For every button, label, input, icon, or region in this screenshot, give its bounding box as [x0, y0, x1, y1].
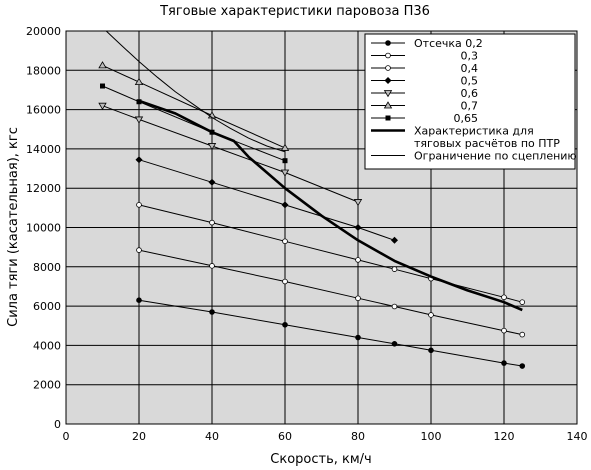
series-line	[138, 299, 523, 367]
y-tick-label: 8000	[33, 261, 61, 274]
data-point	[282, 321, 288, 328]
data-point	[383, 101, 393, 109]
series-line	[102, 85, 286, 162]
series	[138, 99, 523, 312]
legend-label: тяговых расчётов по ПТР	[414, 137, 560, 150]
x-tick-label: 80	[351, 430, 365, 443]
legend-label: Отсечка 0,2	[414, 37, 483, 50]
data-point	[391, 303, 398, 310]
data-point	[209, 219, 215, 226]
x-tick-label: 20	[132, 430, 146, 443]
legend-label: 0,3	[461, 50, 479, 63]
x-tick-label: 40	[205, 430, 219, 443]
data-point	[134, 77, 144, 85]
data-point	[136, 202, 142, 208]
series	[136, 247, 526, 338]
data-point	[501, 360, 507, 366]
legend-label: 0,5	[461, 75, 479, 88]
series-line	[138, 249, 523, 336]
series	[98, 102, 363, 207]
y-tick-label: 0	[54, 418, 61, 431]
y-axis-label: Сила тяги (касательная), кгс	[6, 127, 21, 327]
data-point	[282, 238, 288, 245]
y-tick-label: 10000	[26, 222, 61, 235]
data-point	[207, 143, 217, 151]
data-point	[134, 116, 144, 124]
data-point	[519, 363, 526, 369]
series-line	[138, 99, 523, 312]
y-tick-label: 18000	[26, 64, 61, 77]
series	[105, 30, 286, 153]
data-point	[355, 334, 361, 341]
data-point	[353, 199, 363, 207]
x-tick-label: 100	[421, 430, 442, 443]
series	[98, 61, 290, 151]
y-tick-label: 2000	[33, 379, 61, 392]
y-tick-label: 12000	[26, 182, 61, 195]
y-tick-label: 16000	[26, 104, 61, 117]
data-point	[428, 312, 434, 318]
series	[136, 202, 526, 305]
legend-label: 0,6	[461, 87, 479, 100]
data-point	[135, 156, 143, 164]
data-point	[501, 327, 507, 334]
series	[136, 297, 526, 369]
data-point	[385, 40, 391, 46]
x-tick-label: 0	[63, 430, 70, 443]
data-point	[100, 83, 105, 89]
data-point	[98, 61, 107, 69]
data-point	[385, 115, 391, 121]
y-axis: 0 2000 4000 6000 8000 10000 12000 14000 16000 180…	[26, 25, 61, 431]
data-point	[208, 178, 216, 186]
data-point	[282, 158, 288, 164]
data-point	[136, 247, 142, 253]
data-point	[280, 143, 290, 151]
data-point	[355, 295, 361, 302]
data-point	[354, 224, 362, 231]
data-point	[281, 201, 289, 209]
series-line	[105, 30, 286, 153]
data-point	[282, 278, 288, 285]
data-point	[209, 263, 215, 269]
y-tick-label: 20000	[26, 25, 61, 38]
x-axis-label: Скорость, км/ч	[270, 452, 371, 467]
series-line	[138, 204, 523, 303]
data-point	[280, 169, 290, 177]
x-tick-label: 140	[567, 430, 588, 443]
data-point	[428, 347, 434, 354]
x-tick-label: 120	[494, 430, 515, 443]
series-line	[102, 64, 286, 149]
legend-label: 0,4	[461, 62, 479, 75]
legend: Отсечка 0,20,30,40,50,60,70,65Характерис…	[364, 33, 577, 170]
legend-label: Ограничение по сцеплению	[414, 150, 577, 163]
data-point	[391, 236, 398, 244]
y-tick-label: 4000	[33, 339, 61, 352]
legend-label: 0,7	[461, 100, 479, 113]
data-point	[519, 299, 526, 305]
x-tick-label: 60	[278, 430, 292, 443]
data-point	[385, 65, 391, 71]
legend-label: Характеристика для	[414, 125, 534, 138]
chart-title: Тяговые характеристики паровоза П36	[159, 4, 430, 19]
data-point	[384, 77, 392, 84]
data-point	[355, 257, 361, 263]
data-point	[391, 341, 398, 347]
y-tick-label: 14000	[26, 143, 61, 156]
series-layer	[98, 30, 526, 369]
data-point	[501, 294, 507, 301]
data-point	[209, 309, 215, 315]
x-axis: 0 20 40 60 80 100 120 140	[63, 430, 588, 443]
series	[135, 156, 398, 244]
data-point	[385, 52, 391, 59]
data-point	[519, 331, 526, 338]
y-tick-label: 6000	[33, 300, 61, 313]
grid	[65, 30, 578, 425]
data-point	[136, 297, 142, 304]
legend-label: 0,65	[454, 112, 479, 125]
data-point	[98, 102, 107, 110]
legend-box	[364, 33, 576, 170]
data-point	[383, 90, 393, 98]
data-point	[391, 266, 398, 272]
